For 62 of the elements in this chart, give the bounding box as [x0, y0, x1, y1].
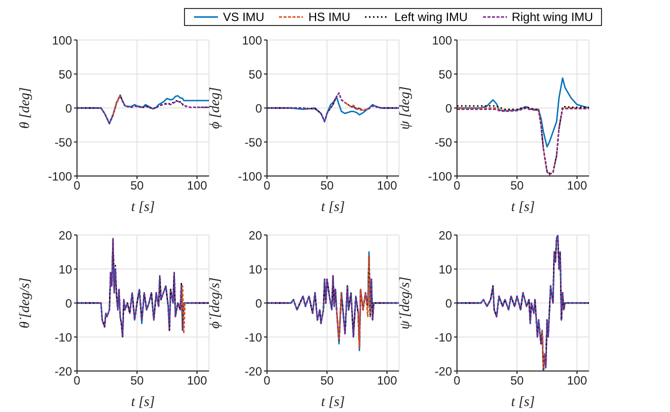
y-tick-label: -100: [428, 169, 452, 184]
y-tick-label: -50: [434, 135, 452, 150]
y-tick-label: -20: [54, 364, 72, 378]
y-tick-label: 0: [255, 101, 262, 116]
x-axis-title: t [s]: [511, 200, 535, 215]
x-tick-label: 50: [510, 374, 524, 388]
y-tick-label: 50: [438, 67, 452, 82]
y-tick-label: 20: [248, 228, 262, 242]
legend-label: VS IMU: [223, 10, 264, 24]
y-tick-label: 10: [58, 262, 72, 276]
x-tick-label: 50: [320, 178, 334, 193]
y-tick-label: -100: [48, 169, 72, 184]
y-tick-label: -10: [54, 330, 72, 344]
x-tick-label: 50: [130, 374, 144, 388]
x-axis-title: t [s]: [321, 200, 345, 215]
x-tick-label: 100: [566, 178, 588, 193]
x-tick-label: 100: [376, 374, 398, 388]
y-tick-label: 0: [255, 296, 262, 310]
y-tick-label: 0: [445, 101, 452, 116]
x-axis-title: t [s]: [321, 395, 345, 410]
y-tick-label: 100: [432, 33, 452, 48]
y-axis-title: θ̇ [deg/s]: [18, 278, 33, 328]
x-axis-title: t [s]: [511, 395, 535, 410]
x-tick-label: 50: [130, 178, 144, 193]
line-series: [344, 102, 370, 111]
y-axis-title: ψ [deg]: [398, 86, 413, 130]
legend-label: HS IMU: [308, 10, 350, 24]
y-tick-label: 0: [445, 296, 452, 310]
x-tick-label: 100: [376, 178, 398, 193]
x-axis-title: t [s]: [131, 200, 155, 215]
y-axis-title: ϕ [deg]: [208, 87, 223, 129]
y-tick-label: -20: [244, 364, 262, 378]
y-tick-label: 10: [248, 262, 262, 276]
legend-label: Left wing IMU: [394, 10, 468, 24]
y-axis-title: ϕ̇ [deg/s]: [208, 277, 223, 329]
y-tick-label: 10: [438, 262, 452, 276]
y-tick-label: 100: [52, 33, 72, 48]
y-tick-label: -20: [434, 364, 452, 378]
y-tick-label: -100: [238, 169, 262, 184]
x-tick-label: 100: [186, 178, 208, 193]
x-axis-title: t [s]: [131, 395, 155, 410]
y-tick-label: -10: [434, 330, 452, 344]
y-tick-label: -10: [244, 330, 262, 344]
y-tick-label: -50: [54, 135, 72, 150]
legend-label: Right wing IMU: [512, 10, 594, 24]
y-tick-label: 0: [65, 296, 72, 310]
line-series: [457, 77, 589, 148]
y-tick-label: -50: [244, 135, 262, 150]
y-tick-label: 20: [58, 228, 72, 242]
y-tick-label: 50: [58, 67, 72, 82]
line-series: [180, 285, 186, 334]
y-axis-title: θ [deg]: [18, 87, 33, 129]
y-tick-label: 100: [242, 33, 262, 48]
y-tick-label: 20: [438, 228, 452, 242]
x-tick-label: 50: [320, 374, 334, 388]
x-tick-label: 100: [566, 374, 588, 388]
y-tick-label: 0: [65, 101, 72, 116]
y-axis-title: ψ̇ [deg/s]: [398, 276, 413, 330]
line-series: [457, 235, 589, 371]
x-tick-label: 50: [510, 178, 524, 193]
x-tick-label: 100: [186, 374, 208, 388]
y-tick-label: 50: [248, 67, 262, 82]
